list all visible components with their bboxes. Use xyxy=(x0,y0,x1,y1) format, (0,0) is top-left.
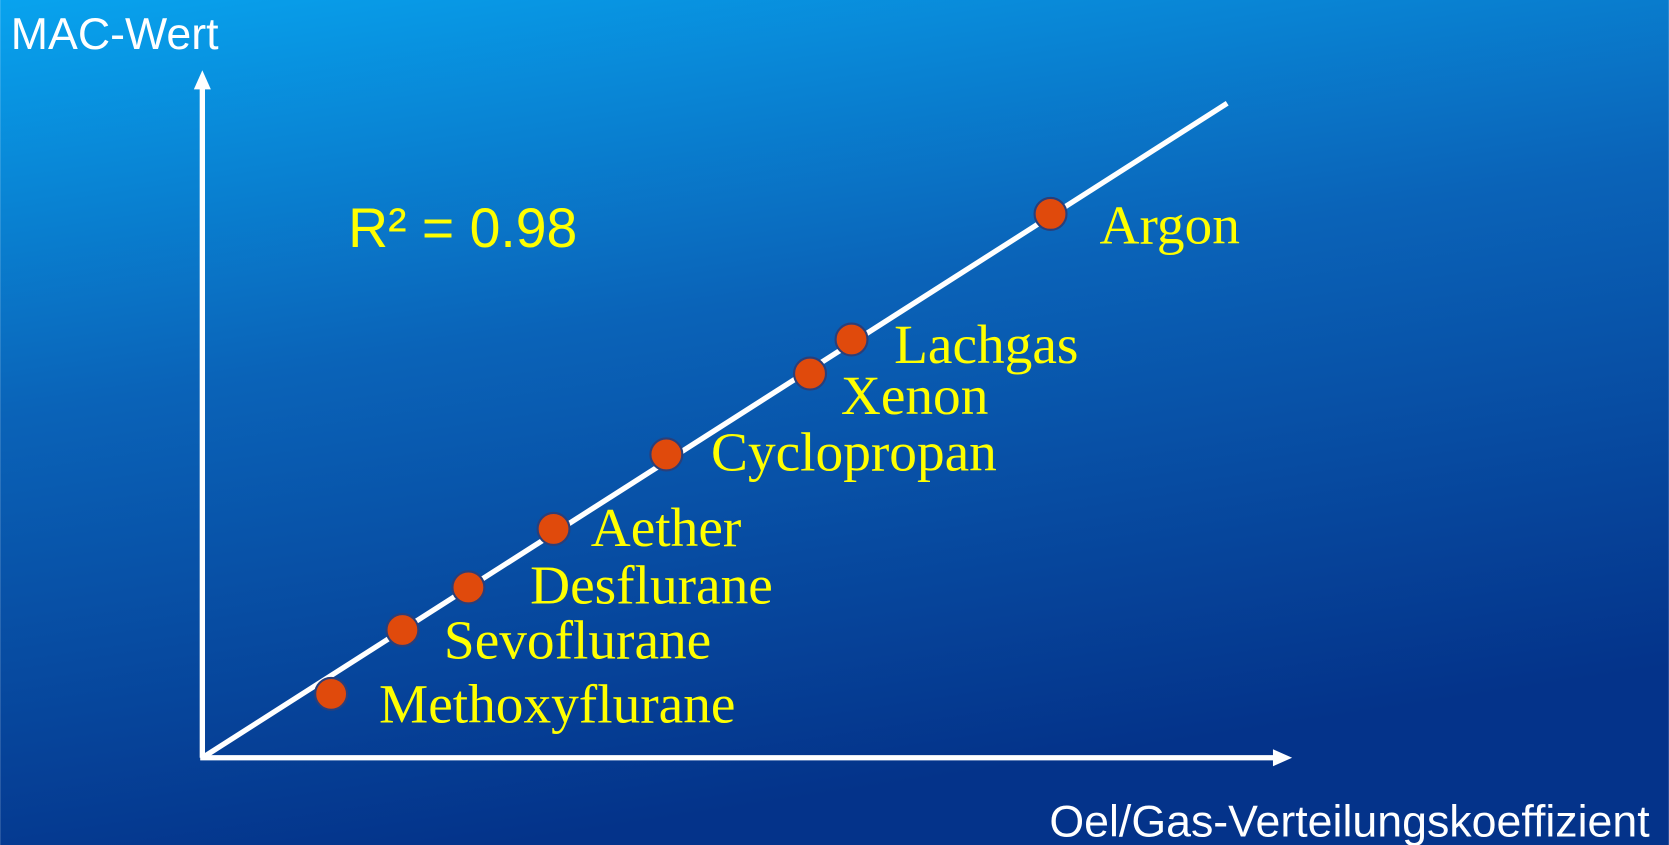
data-point xyxy=(834,322,869,357)
point-label: Lachgas xyxy=(894,314,1078,375)
data-point xyxy=(1033,196,1068,231)
point-label: Cyclopropan xyxy=(711,421,997,482)
x-arrow xyxy=(1272,749,1293,767)
x-axis-label: Oel/Gas-Verteilungskoeffizient xyxy=(1049,797,1650,845)
point-label: Desflurane xyxy=(530,554,773,615)
point-label: Methoxyflurane xyxy=(379,674,735,735)
data-point xyxy=(314,676,349,711)
point-label: Sevoflurane xyxy=(444,610,711,671)
data-point xyxy=(536,511,571,546)
point-label: Argon xyxy=(1099,195,1239,256)
r-squared: R² = 0.98 xyxy=(348,197,577,259)
point-label: Xenon xyxy=(841,365,989,426)
data-point xyxy=(649,437,684,472)
data-point xyxy=(792,356,828,391)
point-label: Aether xyxy=(591,497,742,558)
y-arrow xyxy=(193,70,211,90)
y-axis-label: MAC-Wert xyxy=(11,10,219,59)
data-point xyxy=(451,570,486,605)
data-point xyxy=(385,612,420,648)
